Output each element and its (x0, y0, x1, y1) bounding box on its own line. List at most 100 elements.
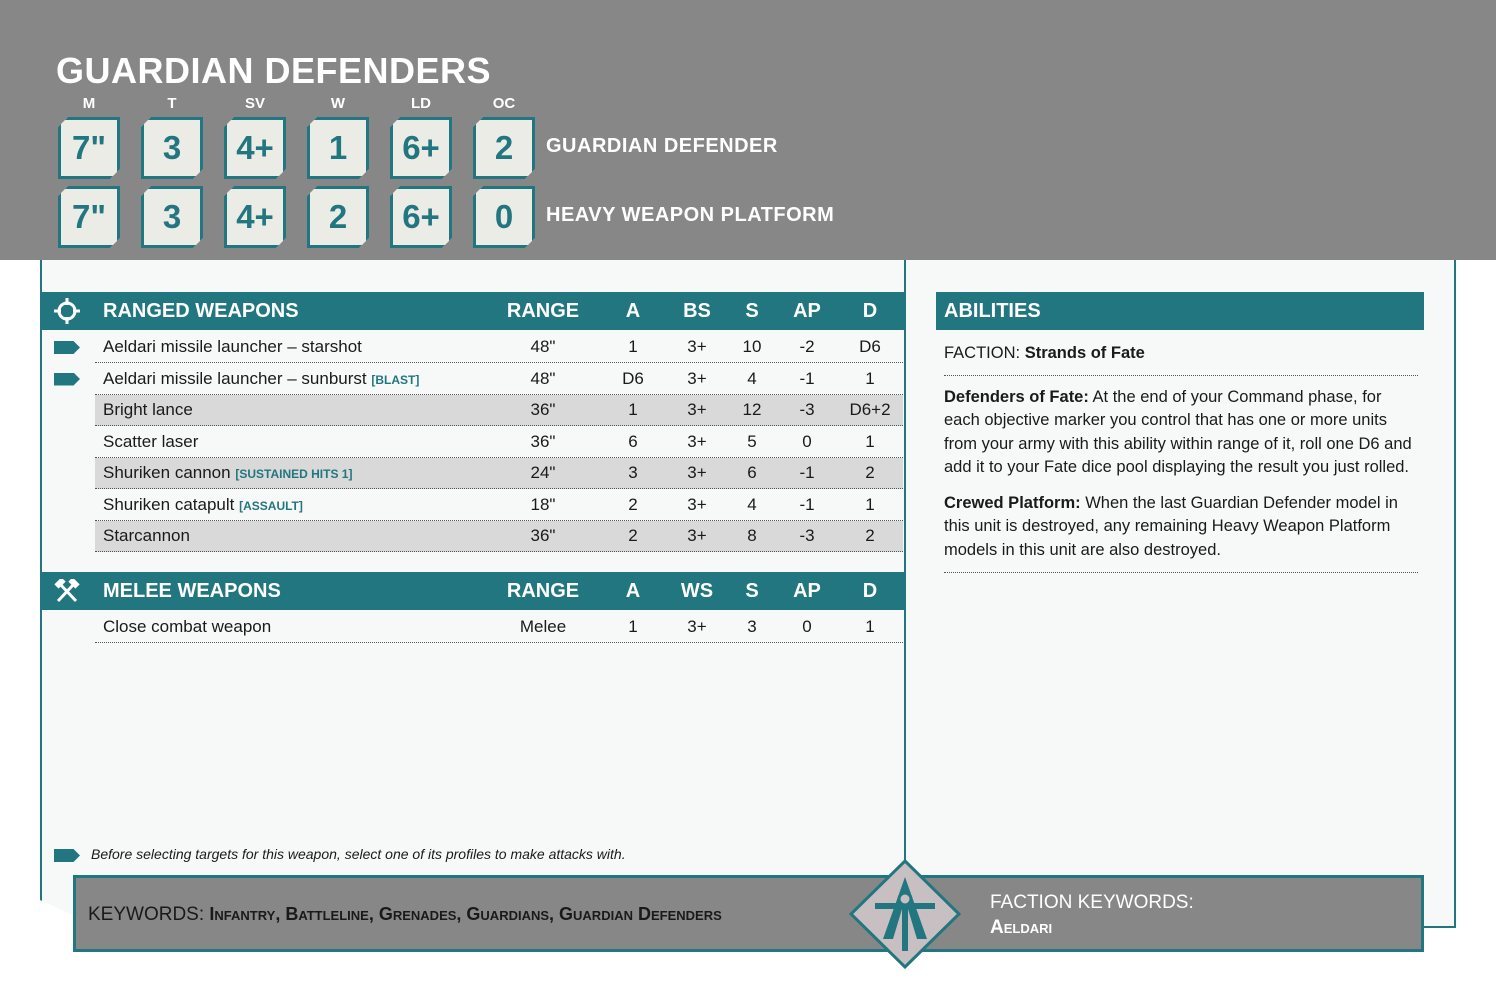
column-header-range: RANGE (506, 300, 580, 322)
ranged-weapons-header: RANGED WEAPONS RANGE A BS S AP D (42, 292, 904, 330)
weapon-row: Scatter laser 36" 6 3+ 5 0 1 (95, 427, 903, 458)
crossed-hammers-icon (54, 579, 80, 603)
weapon-stat-a: 6 (628, 431, 638, 451)
weapon-stat-range: 36" (530, 526, 556, 545)
stat-label-m: M (82, 95, 96, 112)
weapon-name-text: Starcannon (103, 526, 190, 545)
weapon-stat-a: 2 (628, 494, 638, 514)
weapon-row: Bright lance 36" 1 3+ 12 -3 D6+2 (95, 395, 903, 426)
weapon-stat-ap: -1 (799, 368, 815, 388)
stat-label-w: W (330, 95, 346, 112)
aeldari-faction-icon (849, 859, 961, 969)
weapon-stat-s: 12 (742, 400, 762, 419)
stat-label-ld: LD (411, 95, 431, 112)
weapon-name: Shuriken catapult [ASSAULT] (103, 495, 303, 515)
weapon-stat-s: 3 (747, 617, 757, 636)
keywords-label: KEYWORDS: (88, 904, 205, 925)
weapon-stat-s: 6 (747, 463, 757, 482)
abilities-title: ABILITIES (944, 300, 1041, 322)
stat-label-sv: SV (244, 95, 265, 112)
melee-weapons-header: MELEE WEAPONS RANGE A WS S AP D (42, 572, 904, 610)
stat-value-m: 7" (58, 117, 120, 179)
multi-profile-arrow-icon (54, 341, 80, 354)
ranged-title: RANGED WEAPONS (103, 300, 299, 322)
weapon-stat-range: 36" (530, 400, 556, 419)
weapon-stat-range: 24" (530, 463, 556, 482)
stat-value-sv: 4+ (224, 186, 286, 248)
weapon-name: Shuriken cannon [SUSTAINED HITS 1] (103, 463, 352, 483)
stat-value-oc: 0 (473, 186, 535, 248)
stat-value-oc: 2 (473, 117, 535, 179)
stat-label-t: T (167, 95, 177, 112)
weapon-row: Close combat weapon Melee 1 3+ 3 0 1 (95, 612, 903, 643)
column-header-range: RANGE (506, 580, 580, 602)
stat-value-w: 1 (307, 117, 369, 179)
weapon-name-text: Close combat weapon (103, 617, 272, 636)
ability-text: At the end of your Command phase, for ea… (944, 387, 1412, 477)
weapon-name-text: Shuriken cannon (103, 463, 231, 482)
weapon-stat-a: 1 (628, 617, 638, 636)
weapon-stat-range: 36" (530, 431, 556, 451)
weapon-stat-a: D6 (622, 368, 644, 388)
stat-value-t: 3 (141, 117, 203, 179)
weapon-name: Bright lance (103, 400, 193, 420)
keywords-bar: KEYWORDS: Infantry, Battleline, Grenades… (73, 875, 1424, 952)
weapon-name-text: Bright lance (103, 400, 193, 419)
weapon-name: Scatter laser (103, 432, 198, 452)
weapon-stat-ap: -1 (799, 463, 815, 482)
weapon-stat-ws: 3+ (687, 617, 707, 636)
stat-value-sv: 4+ (224, 117, 286, 179)
column-header-a: A (625, 580, 641, 602)
weapon-stat-s: 4 (747, 368, 757, 388)
column-header-ws: WS (680, 580, 714, 602)
weapon-name: Aeldari missile launcher – sunburst [BLA… (103, 369, 419, 389)
weapon-stat-s: 8 (747, 526, 757, 545)
weapon-stat-range: Melee (519, 617, 567, 636)
profile-name: HEAVY WEAPON PLATFORM (546, 204, 835, 226)
faction-label: FACTION: (944, 344, 1021, 362)
weapon-stat-ap: -1 (799, 494, 815, 514)
weapon-stat-d: D6 (859, 337, 881, 356)
weapon-stat-d: 1 (865, 617, 875, 636)
weapon-row: Aeldari missile launcher – starshot 48" 1 3… (95, 332, 903, 363)
weapon-stat-range: 18" (530, 494, 556, 514)
weapon-stat-a: 3 (628, 463, 638, 482)
weapon-stat-bs: 3+ (687, 494, 707, 514)
multi-profile-arrow-icon (54, 849, 80, 862)
stat-value-m: 7" (58, 186, 120, 248)
stat-value-w: 2 (307, 186, 369, 248)
ability-name: Crewed Platform: (944, 493, 1081, 512)
column-header-s: S (745, 300, 759, 322)
weapon-stat-d: 2 (865, 526, 875, 545)
profile-name: GUARDIAN DEFENDER (546, 135, 778, 157)
weapon-name-text: Aeldari missile launcher – starshot (103, 337, 362, 356)
weapon-row: Aeldari missile launcher – sunburst [BLA… (95, 364, 903, 395)
column-header-bs: BS (683, 300, 711, 322)
weapon-stat-s: 4 (747, 494, 757, 514)
weapon-stat-bs: 3+ (687, 400, 707, 419)
stat-value-ld: 6+ (390, 117, 452, 179)
stat-value-t: 3 (141, 186, 203, 248)
column-header-ap: AP (793, 300, 821, 322)
column-header-a: A (625, 300, 641, 322)
weapon-row: Shuriken cannon [SUSTAINED HITS 1] 24" 3 3+… (95, 458, 903, 489)
faction-keywords-value: Aeldari (990, 917, 1053, 938)
weapon-stat-a: 1 (628, 400, 638, 419)
weapon-stat-d: 1 (865, 368, 875, 388)
weapon-stat-ap: 0 (802, 617, 812, 636)
weapon-stat-bs: 3+ (687, 431, 707, 451)
column-header-s: S (745, 580, 759, 602)
weapon-stat-ap: -3 (799, 526, 815, 545)
crosshair-icon (54, 298, 80, 324)
weapon-stat-range: 48" (530, 337, 556, 356)
column-header-ap: AP (793, 580, 821, 602)
ability-text: When the last Guardian Defender model in… (944, 493, 1398, 559)
melee-title: MELEE WEAPONS (103, 580, 281, 602)
column-header-d: D (862, 300, 878, 322)
footnote: Before selecting targets for this weapon… (91, 846, 626, 862)
column-header-d: D (862, 580, 878, 602)
ability-name: Defenders of Fate: (944, 387, 1089, 406)
abilities-list: FACTION: Strands of Fate Defenders of Fa… (944, 342, 1418, 585)
weapon-stat-d: 1 (865, 494, 875, 514)
weapon-name: Aeldari missile launcher – starshot (103, 337, 362, 357)
